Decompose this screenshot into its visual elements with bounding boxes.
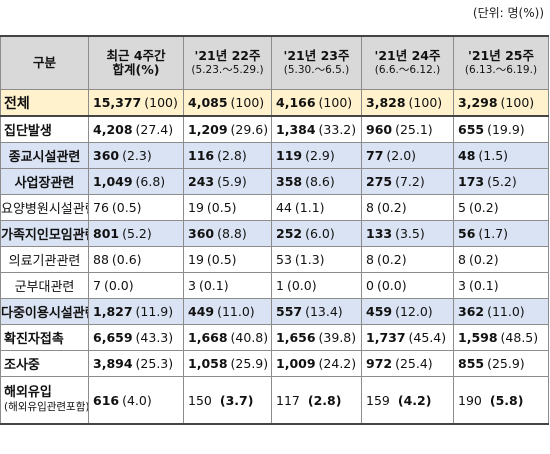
cell: 173 (5.2) [453,168,549,195]
cell: 4,166 (100) [271,89,362,117]
cell: 3,298 (100) [453,89,549,117]
cell: 3,828 (100) [361,89,454,117]
row-military: 군부대관련 7 (0.0) 3 (0.1) 1 (0.0) 0 (0.0) 3 (0.1) [0,272,549,299]
cell: 44 (1.1) [271,194,362,221]
cell: 3,894 (25.3) [88,350,184,377]
cell: 4,085 (100) [183,89,272,117]
row-family-gathering: 가족지인모임관련 801 (5.2) 360 (8.8) 252 (6.0) 133(… [0,220,549,247]
cell: 6,659 (43.3) [88,324,184,351]
cell: 150 (3.7) [183,376,272,425]
row-label: 다중이용시설관련 [0,298,89,325]
cell: 76 (0.5) [88,194,184,221]
cell: 1,209 (29.6) [183,115,272,143]
row-label: 확진자접촉 [0,324,89,351]
cell: 77 (2.0) [361,142,454,169]
cell: 1,827 (11.9) [88,298,184,325]
header-week-22: '21년 22주 (5.23.～5.29.) [183,35,272,90]
cell: 7 (0.0) [88,272,184,299]
cell: 48 (1.5) [453,142,549,169]
row-religious: 종교시설관련 360 (2.3) 116 (2.8) 119 (2.9) 77 (2.0… [0,142,549,169]
cell: 459 (12.0) [361,298,454,325]
cell: 0 (0.0) [361,272,454,299]
header-week-24: '21년 24주 (6.6.～6.12.) [361,35,454,90]
header-week-25: '21년 25주 (6.13.～6.19.) [453,35,549,90]
cell: 960 (25.1) [361,115,454,143]
row-total: 전체 15,377 (100) 4,085 (100) 4,166 (100) 3,8… [0,89,549,117]
cell: 1,009 (24.2) [271,350,362,377]
header-category: 구분 [0,35,89,90]
cell: 1,058 (25.9) [183,350,272,377]
cell: 117 (2.8) [271,376,362,425]
cell: 655 (19.9) [453,115,549,143]
row-workplace: 사업장관련 1,049 (6.8) 243 (5.9) 358 (8.6) 275 (7… [0,168,549,195]
cell: 1,598 (48.5) [453,324,549,351]
cell: 53 (1.3) [271,246,362,273]
cell: 3 (0.1) [183,272,272,299]
cell: 449 (11.0) [183,298,272,325]
cell: 8 (0.2) [361,194,454,221]
cell: 8 (0.2) [453,246,549,273]
header-week-23: '21년 23주 (5.30.～6.5.) [271,35,362,90]
cell: 1,668 (40.8) [183,324,272,351]
row-contact: 확진자접촉 6,659 (43.3) 1,668 (40.8) 1,656 (39.8… [0,324,549,351]
unit-note: (단위: 명(%)) [472,6,544,20]
cell: 116 (2.8) [183,142,272,169]
cell: 362 (11.0) [453,298,549,325]
row-under-investigation: 조사중 3,894 (25.3) 1,058 (25.9) 1,009 (24.2) … [0,350,549,377]
cell: 252 (6.0) [271,220,362,247]
row-medical-institution: 의료기관관련 88 (0.6) 19 (0.5) 53 (1.3) 8 (0.2) 8(… [0,246,549,273]
cell: 119 (2.9) [271,142,362,169]
cell: 801 (5.2) [88,220,184,247]
cell: 358 (8.6) [271,168,362,195]
cell: 972 (25.4) [361,350,454,377]
row-label: 조사중 [0,350,89,377]
cell: 1 (0.0) [271,272,362,299]
cell: 4,208 (27.4) [88,115,184,143]
row-label: 해외유입 (해외유입관련포함) [0,376,89,425]
cell: 19 (0.5) [183,194,272,221]
header-row: 구분 최근 4주간 합계(%) '21년 22주 (5.23.～5.29.) '21… [0,35,549,90]
row-label: 사업장관련 [0,168,89,195]
header-4week-total: 최근 4주간 합계(%) [88,35,184,90]
row-label: 의료기관관련 [0,246,89,273]
cell: 360 (2.3) [88,142,184,169]
row-overseas: 해외유입 (해외유입관련포함) 616 (4.0) 150 (3.7) 117 (2.8… [0,376,549,425]
cell: 855 (25.9) [453,350,549,377]
cell: 3 (0.1) [453,272,549,299]
cell: 557 (13.4) [271,298,362,325]
cell: 133 (3.5) [361,220,454,247]
cell: 19 (0.5) [183,246,272,273]
cell: 5 (0.2) [453,194,549,221]
cell: 1,049 (6.8) [88,168,184,195]
row-label: 군부대관련 [0,272,89,299]
row-label: 가족지인모임관련 [0,220,89,247]
cell: 275 (7.2) [361,168,454,195]
row-label: 집단발생 [0,115,89,143]
row-nursing-hospital: 요양병원시설관련 76 (0.5) 19 (0.5) 44 (1.1) 8 (0.2) … [0,194,549,221]
row-label: 종교시설관련 [0,142,89,169]
cell: 1,384 (33.2) [271,115,362,143]
cell: 15,377 (100) [88,89,184,117]
row-label: 전체 [0,89,89,117]
row-multi-use-facility: 다중이용시설관련 1,827 (11.9) 449 (11.0) 557 (13.4)… [0,298,549,325]
cell: 1,737 (45.4) [361,324,454,351]
cell: 1,656 (39.8) [271,324,362,351]
cell: 8 (0.2) [361,246,454,273]
row-label: 요양병원시설관련 [0,194,89,221]
row-cluster: 집단발생 4,208 (27.4) 1,209 (29.6) 1,384 (33.2)… [0,115,549,143]
weekly-cases-table: 구분 최근 4주간 합계(%) '21년 22주 (5.23.～5.29.) '21… [0,35,549,425]
cell: 616 (4.0) [88,376,184,425]
cell: 56 (1.7) [453,220,549,247]
cell: 243 (5.9) [183,168,272,195]
cell: 360 (8.8) [183,220,272,247]
cell: 159 (4.2) [361,376,454,425]
cell: 190 (5.8) [453,376,549,425]
cell: 88 (0.6) [88,246,184,273]
